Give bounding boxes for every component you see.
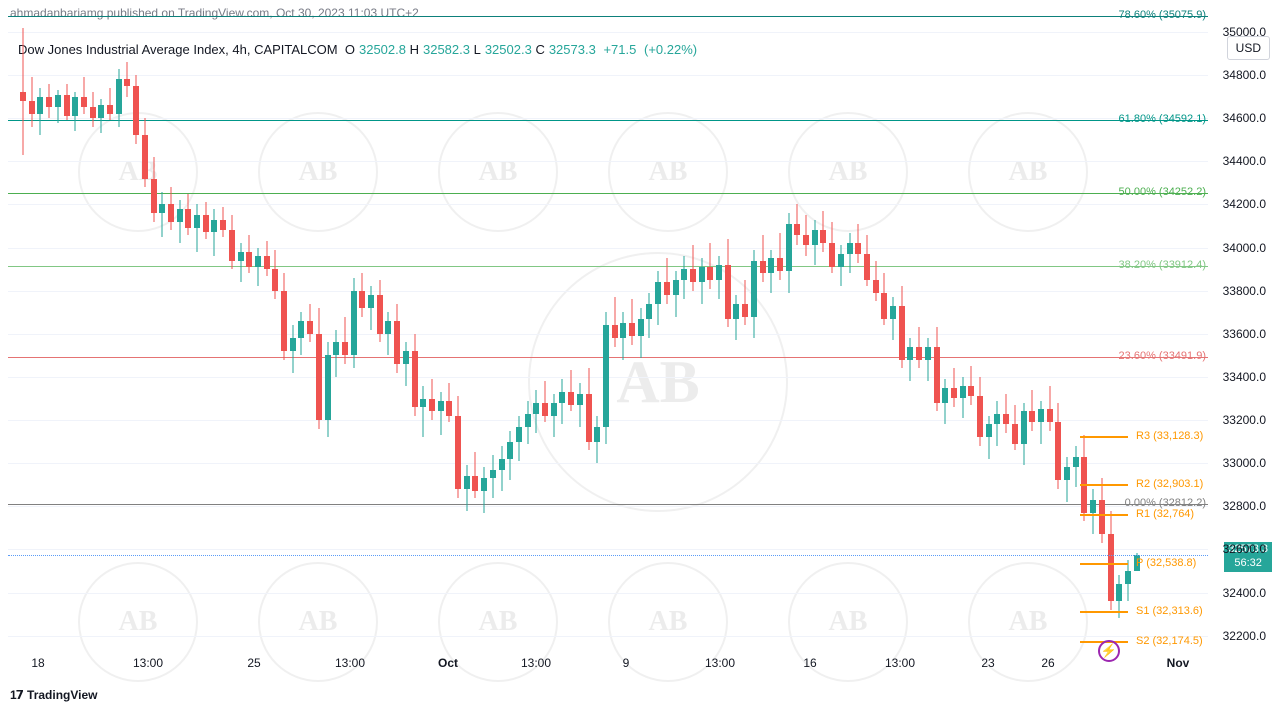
x-tick-label: 13:00: [705, 656, 735, 670]
tradingview-logo: 1𝟳 TradingView: [10, 688, 98, 702]
gridline: [8, 463, 1208, 464]
tv-logo-icon: 1𝟳: [10, 688, 23, 702]
y-tick-label: 32400.0: [1223, 586, 1266, 600]
pivot-label: R3 (33,128.3): [1136, 430, 1203, 442]
y-tick-label: 34400.0: [1223, 154, 1266, 168]
fib-label: 78.60% (35075.9): [1119, 9, 1206, 21]
x-tick-label: 13:00: [133, 656, 163, 670]
fib-label: 50.00% (34252.2): [1119, 186, 1206, 198]
x-tick-label: 13:00: [521, 656, 551, 670]
y-tick-label: 34200.0: [1223, 197, 1266, 211]
x-tick-label: Oct: [438, 656, 458, 670]
gridline: [8, 291, 1208, 292]
publish-header: ahmadanbariamg published on TradingView.…: [10, 6, 419, 20]
fib-label: 38.20% (33912.4): [1119, 259, 1206, 271]
y-axis[interactable]: 35000.034800.034600.034400.034200.034000…: [1208, 32, 1272, 668]
brand-text: TradingView: [27, 688, 97, 702]
y-tick-label: 33800.0: [1223, 284, 1266, 298]
fib-line[interactable]: [8, 120, 1208, 121]
x-tick-label: 13:00: [335, 656, 365, 670]
chart-area[interactable]: ABABABABABABABABABABABABAB78.60% (35075.…: [8, 32, 1208, 668]
fib-line[interactable]: [8, 266, 1208, 267]
watermark: AB: [968, 112, 1088, 232]
pivot-line[interactable]: [1080, 436, 1128, 438]
watermark: AB: [258, 112, 378, 232]
fib-label: 61.80% (34592.1): [1119, 113, 1206, 125]
x-tick-label: 16: [803, 656, 816, 670]
x-tick-label: 23: [981, 656, 994, 670]
pivot-line[interactable]: [1080, 563, 1128, 565]
pivot-label: P (32,538.8): [1136, 557, 1196, 569]
y-tick-label: 33200.0: [1223, 413, 1266, 427]
gridline: [8, 549, 1208, 550]
fib-line[interactable]: [8, 504, 1208, 505]
y-tick-label: 33400.0: [1223, 370, 1266, 384]
watermark: AB: [788, 112, 908, 232]
y-tick-label: 34000.0: [1223, 241, 1266, 255]
pivot-label: R1 (32,764): [1136, 508, 1194, 520]
price-line: [8, 555, 1208, 556]
gridline: [8, 75, 1208, 76]
x-tick-label: 13:00: [885, 656, 915, 670]
fib-label: 0.00% (32812.2): [1125, 497, 1206, 509]
pivot-label: S2 (32,174.5): [1136, 635, 1203, 647]
pivot-label: R2 (32,903.1): [1136, 478, 1203, 490]
x-axis[interactable]: 18 13:00 25 13:00 Oct 13:00 9 13:00 16 13:00 23 26 N…: [8, 656, 1208, 676]
watermark: AB: [438, 112, 558, 232]
pivot-line[interactable]: [1080, 514, 1128, 516]
y-tick-label: 35000.0: [1223, 25, 1266, 39]
fib-line[interactable]: [8, 16, 1208, 17]
pivot-label: S1 (32,313.6): [1136, 605, 1203, 617]
x-tick-label: 18: [31, 656, 44, 670]
x-tick-label: 25: [247, 656, 260, 670]
pivot-line[interactable]: [1080, 611, 1128, 613]
x-tick-label: 9: [623, 656, 630, 670]
watermark: AB: [608, 112, 728, 232]
y-tick-label: 33600.0: [1223, 327, 1266, 341]
gridline: [8, 161, 1208, 162]
y-tick-label: 32600.0: [1223, 542, 1266, 556]
y-tick-label: 32800.0: [1223, 499, 1266, 513]
y-tick-label: 34600.0: [1223, 111, 1266, 125]
y-tick-label: 33000.0: [1223, 456, 1266, 470]
pivot-line[interactable]: [1080, 484, 1128, 486]
gridline: [8, 32, 1208, 33]
gridline: [8, 636, 1208, 637]
gridline: [8, 593, 1208, 594]
x-tick-label: 26: [1041, 656, 1054, 670]
y-tick-label: 32200.0: [1223, 629, 1266, 643]
y-tick-label: 34800.0: [1223, 68, 1266, 82]
gridline: [8, 506, 1208, 507]
gridline: [8, 248, 1208, 249]
fib-label: 23.60% (33491.9): [1119, 350, 1206, 362]
x-tick-label: Nov: [1167, 656, 1190, 670]
